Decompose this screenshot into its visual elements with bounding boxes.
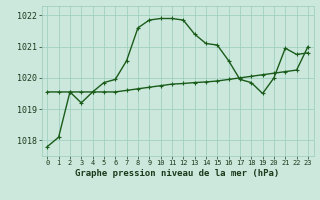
X-axis label: Graphe pression niveau de la mer (hPa): Graphe pression niveau de la mer (hPa) — [76, 169, 280, 178]
